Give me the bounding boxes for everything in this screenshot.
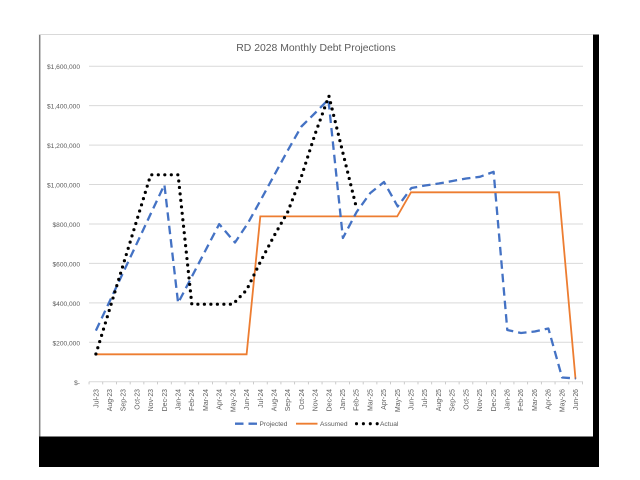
svg-text:Jan-26: Jan-26 xyxy=(504,389,511,410)
svg-text:Feb-24: Feb-24 xyxy=(189,389,196,411)
svg-text:Apr-26: Apr-26 xyxy=(546,389,553,410)
svg-text:Jun-24: Jun-24 xyxy=(244,389,251,410)
svg-text:Sep-25: Sep-25 xyxy=(450,389,457,411)
svg-text:Jul-25: Jul-25 xyxy=(422,389,429,408)
svg-text:Assumed: Assumed xyxy=(320,421,348,428)
svg-text:Jun-26: Jun-26 xyxy=(573,389,580,410)
svg-text:Jul-24: Jul-24 xyxy=(258,389,265,408)
svg-text:Apr-25: Apr-25 xyxy=(381,389,388,410)
svg-text:Aug-24: Aug-24 xyxy=(271,389,278,411)
svg-text:$800,000: $800,000 xyxy=(52,222,80,229)
svg-text:May-25: May-25 xyxy=(395,389,402,412)
svg-text:Feb-26: Feb-26 xyxy=(518,389,525,411)
svg-text:Dec-25: Dec-25 xyxy=(491,389,498,411)
svg-text:Jan-24: Jan-24 xyxy=(176,389,183,410)
svg-text:Dec-24: Dec-24 xyxy=(326,389,333,411)
svg-text:Jul-23: Jul-23 xyxy=(93,389,100,408)
svg-text:Mar-25: Mar-25 xyxy=(367,389,374,411)
svg-text:$1,400,000: $1,400,000 xyxy=(47,104,80,111)
svg-text:Oct-25: Oct-25 xyxy=(463,389,470,410)
svg-text:Feb-25: Feb-25 xyxy=(354,389,361,411)
svg-text:Sep-23: Sep-23 xyxy=(121,389,128,411)
svg-text:Mar-24: Mar-24 xyxy=(203,389,210,411)
svg-text:Apr-24: Apr-24 xyxy=(217,389,224,410)
svg-text:Oct-24: Oct-24 xyxy=(299,389,306,410)
svg-text:Aug-23: Aug-23 xyxy=(107,389,114,411)
svg-text:$1,200,000: $1,200,000 xyxy=(47,143,80,150)
svg-text:$400,000: $400,000 xyxy=(52,301,80,308)
svg-text:Dec-23: Dec-23 xyxy=(162,389,169,411)
svg-text:Nov-24: Nov-24 xyxy=(313,389,320,411)
svg-text:RD 2028 Monthly Debt Projectio: RD 2028 Monthly Debt Projections xyxy=(236,43,395,54)
svg-text:$-: $- xyxy=(74,380,80,387)
svg-text:Sep-24: Sep-24 xyxy=(285,389,292,411)
svg-text:Actual: Actual xyxy=(380,421,399,428)
svg-text:May-26: May-26 xyxy=(559,389,566,412)
svg-text:Nov-23: Nov-23 xyxy=(148,389,155,411)
svg-text:$200,000: $200,000 xyxy=(52,340,80,347)
svg-text:Projected: Projected xyxy=(260,421,288,428)
svg-text:Nov-25: Nov-25 xyxy=(477,389,484,411)
svg-text:$1,600,000: $1,600,000 xyxy=(47,64,80,71)
svg-text:Jun-25: Jun-25 xyxy=(409,389,416,410)
svg-text:$600,000: $600,000 xyxy=(52,261,80,268)
svg-text:Oct-23: Oct-23 xyxy=(134,389,141,410)
svg-text:Aug-25: Aug-25 xyxy=(436,389,443,411)
svg-text:Mar-26: Mar-26 xyxy=(532,389,539,411)
svg-text:May-24: May-24 xyxy=(230,389,237,412)
svg-text:$1,000,000: $1,000,000 xyxy=(47,183,80,190)
svg-text:Jan-25: Jan-25 xyxy=(340,389,347,410)
